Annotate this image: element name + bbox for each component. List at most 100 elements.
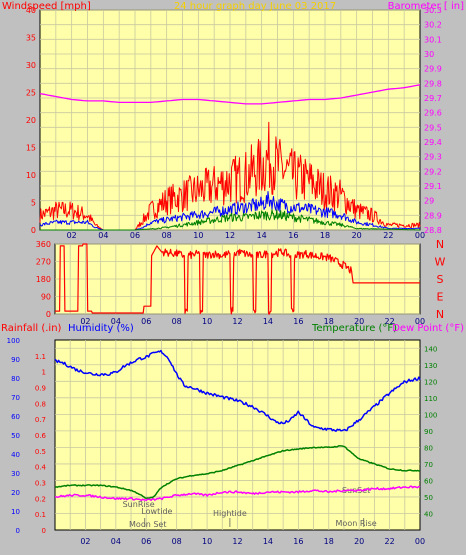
barometer-tick-label: 30 xyxy=(424,50,434,59)
humidity-line xyxy=(54,349,421,432)
annotation-label: Moon Set xyxy=(129,520,166,529)
rainfall-tick-label: 0.3 xyxy=(35,480,46,488)
time-tick-label: 18 xyxy=(320,231,330,240)
humidity-tick-label: 90 xyxy=(11,356,20,364)
rainfall-tick-label: 0.2 xyxy=(35,495,46,503)
humidity-tick-label: 80 xyxy=(11,375,20,383)
barometer-axis: 28.8 28.9 29 29.1 29.2 29.3 29.4 29.5 29.6 29.7 29… xyxy=(424,6,442,235)
wind-dir-axis: 0 90 180 270 360 xyxy=(36,240,51,319)
time-tick-label: 06 xyxy=(141,537,151,546)
wind-dir-grid xyxy=(55,243,420,315)
barometer-tick-label: 29.4 xyxy=(424,138,442,147)
windspeed-tick-label: 5 xyxy=(31,199,36,208)
windspeed-axis-label: Windspeed [mph] xyxy=(2,1,91,12)
barometer-tick-label: 28.9 xyxy=(424,211,442,220)
wind-dir-tick-label: 180 xyxy=(36,275,51,284)
humidity-tick-label: 0 xyxy=(16,527,20,535)
temp-hum-series xyxy=(54,349,421,502)
time-tick-label: 02 xyxy=(80,537,90,546)
barometer-line xyxy=(39,84,421,105)
windspeed-tick-label: 40 xyxy=(26,6,36,15)
rainfall-tick-label: 0.6 xyxy=(35,432,47,440)
rainfall-tick-label: 0.8 xyxy=(35,400,46,408)
humidity-axis: 0 10 20 30 40 50 60 70 80 90 100 xyxy=(7,337,20,535)
dewpoint-line xyxy=(54,485,421,502)
windspeed-tick-label: 20 xyxy=(26,116,36,125)
humidity-tick-label: 40 xyxy=(11,451,20,459)
annotation-label: Hightide xyxy=(213,509,247,518)
humidity-tick-label: 30 xyxy=(11,470,20,478)
barometer-tick-label: 30.3 xyxy=(424,6,442,15)
wind-direction-line xyxy=(55,243,420,315)
time-tick-label: 12 xyxy=(225,231,235,240)
time-tick-label: 10 xyxy=(202,317,212,326)
wind-dir-tick-label: 90 xyxy=(41,293,51,302)
wind-dir-tick-label: 360 xyxy=(36,240,51,249)
temperature-tick-label: 80 xyxy=(424,444,433,452)
barometer-tick-label: 29.2 xyxy=(424,167,442,176)
annotation-label: Lowtide xyxy=(141,507,172,516)
barometer-tick-label: 29.7 xyxy=(424,94,442,103)
compass-label: N xyxy=(436,238,444,251)
humidity-tick-label: 20 xyxy=(11,489,20,497)
barometer-tick-label: 29.5 xyxy=(424,123,442,132)
windspeed-tick-label: 30 xyxy=(26,61,36,70)
windspeed-tick-label: 10 xyxy=(26,171,36,180)
barometer-axis-label: Barometer [ in] xyxy=(388,1,464,12)
rainfall-tick-label: 0.1 xyxy=(35,511,46,519)
barometer-tick-label: 29.9 xyxy=(424,65,442,74)
barometer-tick-label: 29.3 xyxy=(424,153,442,162)
wind-baro-time-axis: 02 04 06 08 10 12 14 16 18 20 22 00 xyxy=(67,231,426,240)
time-tick-label: 16 xyxy=(293,317,303,326)
humidity-tick-label: 50 xyxy=(11,432,20,440)
rainfall-axis-label: Rainfall (.in) xyxy=(1,323,62,334)
temperature-tick-label: 140 xyxy=(424,345,437,353)
time-tick-label: 10 xyxy=(193,231,203,240)
temperature-tick-label: 70 xyxy=(424,461,433,469)
time-tick-label: 04 xyxy=(98,231,108,240)
rainfall-axis: 0 0.1 0.2 0.3 0.4 0.5 0.6 0.7 0.8 0.9 1 1.1 xyxy=(35,353,47,535)
windspeed-axis: 0 5 10 15 20 25 30 35 40 xyxy=(26,6,36,235)
time-tick-label: 18 xyxy=(324,537,334,546)
time-tick-label: 10 xyxy=(202,537,212,546)
chart-title: 24 hour graph day June 03 2017 xyxy=(174,1,336,12)
time-tick-label: 08 xyxy=(172,317,182,326)
time-tick-label: 16 xyxy=(288,231,298,240)
windspeed-tick-label: 35 xyxy=(26,34,36,43)
windspeed-tick-label: 25 xyxy=(26,89,36,98)
time-tick-label: 16 xyxy=(293,537,303,546)
barometer-tick-label: 29 xyxy=(424,197,434,206)
time-tick-label: 14 xyxy=(263,317,273,326)
time-tick-label: 20 xyxy=(352,231,362,240)
windspeed-tick-label: 0 xyxy=(31,226,36,235)
annotation-label: Moon Rise xyxy=(336,519,377,528)
humidity-tick-label: 70 xyxy=(11,394,20,402)
time-tick-label: 02 xyxy=(67,231,77,240)
rainfall-tick-label: 0.5 xyxy=(35,448,46,456)
barometer-tick-label: 30.1 xyxy=(424,35,442,44)
humidity-axis-label: Humidity (%) xyxy=(68,323,134,334)
barometer-tick-label: 28.8 xyxy=(424,226,442,235)
temperature-tick-label: 110 xyxy=(424,395,437,403)
compass-label: N xyxy=(436,308,444,321)
time-tick-label: 12 xyxy=(232,537,242,546)
temp-hum-time-axis: 02 04 06 08 10 12 14 16 18 20 22 00 xyxy=(80,537,425,546)
temperature-tick-label: 120 xyxy=(424,378,437,386)
temperature-axis: 40 50 60 70 80 90 100 110 120 130 140 xyxy=(424,345,437,518)
windspeed-minimum-line xyxy=(40,209,420,231)
time-tick-label: 06 xyxy=(130,231,140,240)
time-tick-label: 08 xyxy=(172,537,182,546)
time-tick-label: 04 xyxy=(111,537,121,546)
time-tick-label: 20 xyxy=(354,317,364,326)
time-tick-label: 02 xyxy=(80,317,90,326)
wind-dir-series xyxy=(55,243,420,315)
wind-baro-series xyxy=(39,84,421,231)
annotation-label: SunRise xyxy=(123,500,155,509)
barometer-tick-label: 30.2 xyxy=(424,21,442,30)
humidity-tick-label: 100 xyxy=(7,337,20,345)
temperature-tick-label: 130 xyxy=(424,362,437,370)
time-tick-label: 14 xyxy=(263,537,273,546)
time-tick-label: 22 xyxy=(383,231,393,240)
